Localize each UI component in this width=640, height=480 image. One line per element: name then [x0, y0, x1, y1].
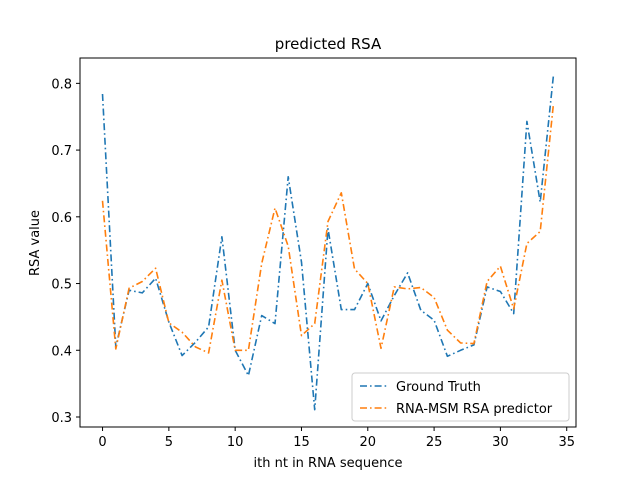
y-axis: 0.3 0.4 0.5 0.6 0.7 0.8: [51, 77, 80, 426]
x-axis: 0 5 10 15 20 25 30 35: [98, 427, 575, 450]
legend-entry-label: Ground Truth: [396, 380, 481, 395]
x-tick-label: 35: [558, 435, 575, 450]
x-axis-label: ith nt in RNA sequence: [254, 456, 403, 471]
y-tick-label: 0.8: [51, 77, 72, 92]
y-tick-label: 0.6: [51, 211, 72, 226]
series-line-predictor: [101, 103, 555, 354]
y-tick-label: 0.3: [51, 411, 72, 426]
series-line-ground-truth: [101, 74, 555, 411]
y-tick-label: 0.4: [51, 344, 72, 359]
legend-box: [351, 372, 570, 422]
y-tick-label: 0.5: [51, 278, 72, 293]
legend: Ground Truth RNA-MSM RSA predictor: [351, 372, 570, 422]
x-tick-label: 0: [98, 435, 106, 450]
plot-area: [101, 74, 555, 411]
x-tick-label: 10: [227, 435, 244, 450]
x-tick-label: 30: [492, 435, 509, 450]
y-axis-label: RSA value: [28, 210, 43, 276]
chart-title: predicted RSA: [275, 35, 382, 53]
x-tick-label: 5: [165, 435, 173, 450]
plot-frame: [79, 57, 577, 428]
x-tick-label: 15: [293, 435, 310, 450]
x-tick-label: 20: [360, 435, 377, 450]
x-tick-label: 25: [426, 435, 443, 450]
legend-entry-label: RNA-MSM RSA predictor: [396, 402, 553, 417]
y-tick-label: 0.7: [51, 144, 72, 159]
